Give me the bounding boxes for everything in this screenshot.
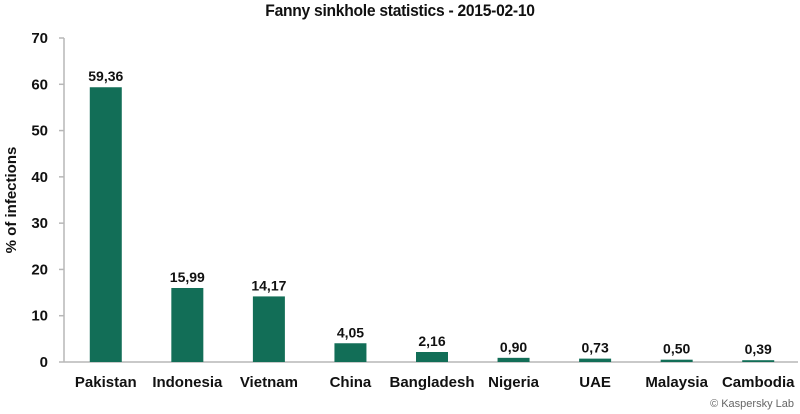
chart-title: Fanny sinkhole statistics - 2015-02-10 bbox=[265, 1, 535, 20]
x-category-label: UAE bbox=[579, 374, 611, 391]
x-category-label: Vietnam bbox=[240, 374, 298, 391]
x-category-label: Pakistan bbox=[75, 374, 137, 391]
bar bbox=[334, 343, 367, 362]
bar bbox=[660, 359, 693, 362]
bar bbox=[497, 357, 530, 362]
chart-bars bbox=[89, 87, 775, 363]
y-tick-label: 60 bbox=[31, 76, 48, 93]
y-axis-label: % of infections bbox=[3, 147, 20, 254]
y-tick-label: 10 bbox=[31, 308, 48, 325]
y-axis-ticks: 0 10 20 30 40 50 60 70 bbox=[31, 30, 64, 371]
bar bbox=[579, 358, 612, 362]
bar bbox=[742, 360, 775, 362]
x-category-label: Indonesia bbox=[152, 374, 223, 391]
data-label: 59,36 bbox=[88, 68, 123, 84]
data-label: 0,39 bbox=[745, 341, 772, 357]
category-labels: Pakistan Indonesia Vietnam China Bangladesh N… bbox=[75, 374, 795, 391]
data-label: 15,99 bbox=[170, 269, 205, 285]
bar bbox=[252, 296, 285, 362]
y-tick-label: 30 bbox=[31, 215, 48, 232]
data-label: 0,50 bbox=[663, 341, 690, 357]
y-tick-label: 70 bbox=[31, 30, 48, 47]
y-tick-label: 50 bbox=[31, 123, 48, 140]
bar bbox=[416, 352, 448, 362]
copyright-credit: © Kaspersky Lab bbox=[710, 398, 794, 410]
y-tick-label: 20 bbox=[31, 261, 48, 278]
x-category-label: Nigeria bbox=[488, 374, 540, 391]
y-tick-label: 40 bbox=[31, 169, 48, 186]
bar bbox=[89, 87, 122, 363]
data-label: 0,73 bbox=[581, 340, 608, 356]
data-label: 0,90 bbox=[500, 339, 527, 355]
y-tick-label: 0 bbox=[40, 354, 48, 371]
x-category-label: Bangladesh bbox=[389, 374, 474, 391]
bar bbox=[171, 287, 204, 362]
data-label: 14,17 bbox=[251, 277, 286, 293]
x-category-label: Malaysia bbox=[645, 374, 708, 391]
x-category-label: China bbox=[330, 374, 372, 391]
data-label: 2,16 bbox=[418, 333, 445, 349]
data-labels: 59,36 15,99 14,17 4,05 2,16 0,90 0,73 0,50 0,39 bbox=[88, 68, 772, 357]
x-category-label: Cambodia bbox=[722, 374, 795, 391]
data-label: 4,05 bbox=[337, 324, 364, 340]
